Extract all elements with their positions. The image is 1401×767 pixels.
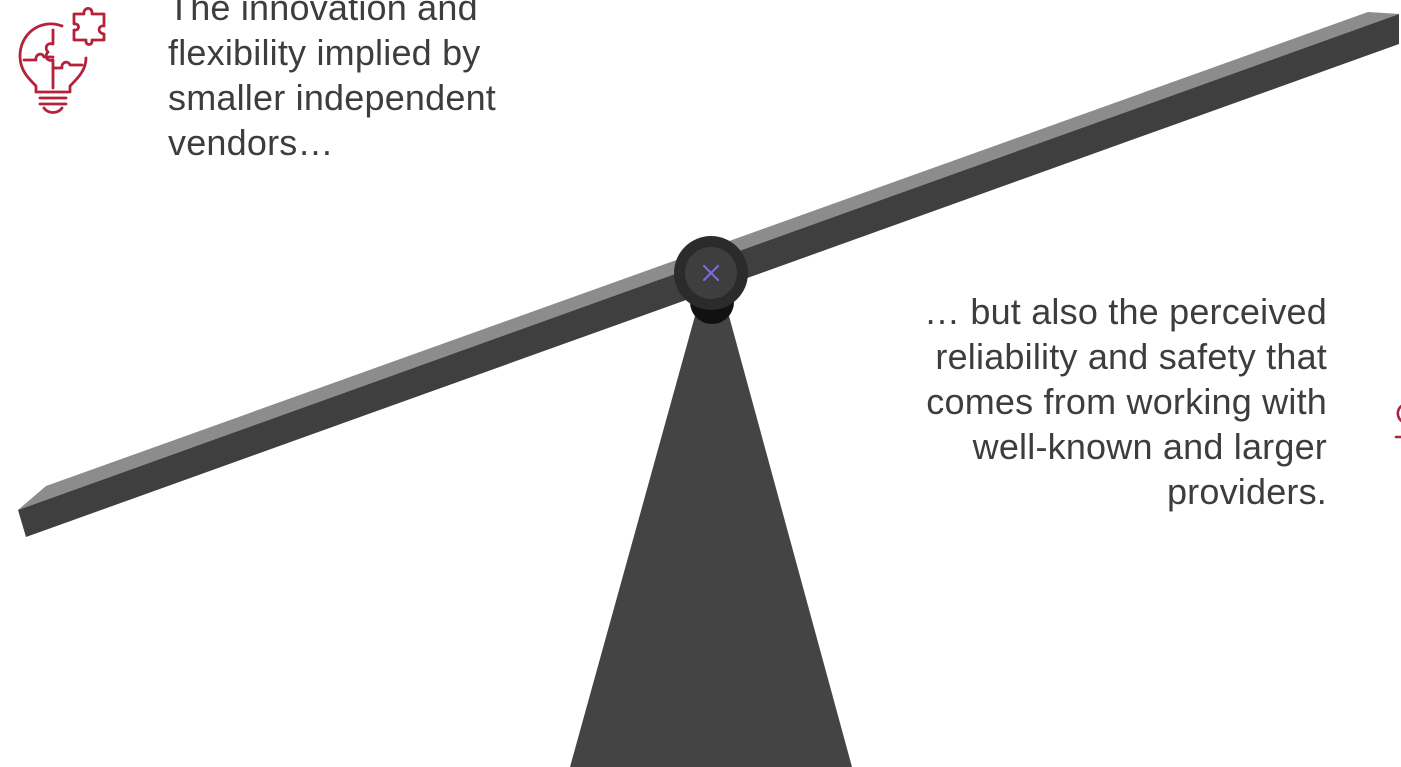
seesaw-fulcrum [570, 305, 852, 767]
left-statement-line: The innovation and [168, 0, 478, 28]
close-x-icon [702, 264, 720, 282]
pivot-knob [674, 236, 748, 310]
right-statement-line: comes from working with [926, 381, 1327, 422]
right-statement-line: … but also the perceived [923, 291, 1327, 332]
left-statement-line: vendors… [168, 122, 334, 163]
partially-visible-icon [1394, 404, 1401, 439]
lightbulb-puzzle-icon [18, 7, 106, 114]
right-statement: … but also the perceived reliability and… [830, 289, 1327, 514]
right-statement-line: reliability and safety that [935, 336, 1327, 377]
right-statement-line: well-known and larger [972, 426, 1327, 467]
left-statement-line: smaller independent [168, 77, 497, 118]
left-statement: The innovation and flexibility implied b… [168, 0, 588, 165]
right-statement-line: providers. [1166, 471, 1327, 512]
left-statement-line: flexibility implied by [168, 32, 481, 73]
